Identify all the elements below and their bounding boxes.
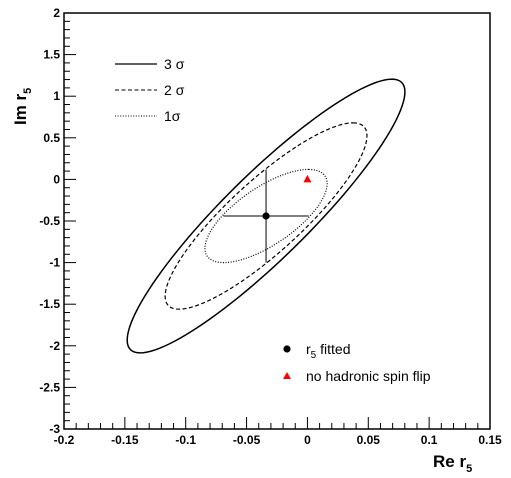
contour-3sigma	[126, 78, 406, 354]
legend-marker-fitted	[283, 345, 291, 353]
plot-frame	[63, 12, 491, 430]
x-tick-label: -0.15	[111, 433, 139, 447]
y-tick-label: 2	[53, 6, 60, 20]
y-tick-label: -1.5	[39, 297, 60, 311]
contour-group	[126, 78, 406, 354]
legend-label-3sigma: 3 σ	[164, 56, 185, 72]
x-tick-label: 0.05	[357, 433, 381, 447]
x-tick-label: 0	[304, 433, 311, 447]
y-tick-label: -3	[49, 422, 60, 436]
y-tick-label: -2	[49, 339, 60, 353]
axis-tick-labels: -0.2 -0.15 -0.1 -0.05 0 0.05 0.1 0.15 -3 -2.5 -2 -1…	[39, 6, 502, 447]
axis-ticks	[63, 12, 491, 430]
y-tick-label: 1	[53, 89, 60, 103]
contour-1sigma	[204, 168, 328, 264]
point-no-spin-flip	[303, 174, 312, 183]
x-tick-label: 0.1	[421, 433, 438, 447]
legend-marker-no-spin-flip	[283, 372, 291, 379]
x-tick-label: 0.15	[478, 433, 502, 447]
legend-label-no-spin-flip: no hadronic spin flip	[306, 368, 431, 384]
y-axis-title: Im r5	[11, 88, 34, 125]
y-tick-label: 0.5	[43, 131, 60, 145]
legend-label-2sigma: 2 σ	[164, 82, 185, 98]
x-tick-label: -0.05	[233, 433, 261, 447]
point-fitted	[262, 212, 270, 220]
y-tick-label: -2.5	[39, 380, 60, 394]
x-tick-label: -0.2	[54, 433, 75, 447]
points-group	[223, 169, 312, 263]
contour-2sigma	[164, 122, 368, 310]
y-tick-label: 1.5	[43, 48, 60, 62]
y-tick-label: -1	[49, 256, 60, 270]
legend-points: r5 fitted no hadronic spin flip	[283, 341, 431, 384]
y-tick-label: 0	[53, 172, 60, 186]
legend-contours: 3 σ 2 σ 1σ	[115, 56, 185, 124]
x-tick-label: -0.1	[175, 433, 196, 447]
legend-label-fitted: r5 fitted	[306, 341, 350, 361]
x-axis-title: Re r5	[433, 452, 472, 475]
legend-label-1sigma: 1σ	[164, 108, 181, 124]
y-tick-label: -0.5	[39, 214, 60, 228]
